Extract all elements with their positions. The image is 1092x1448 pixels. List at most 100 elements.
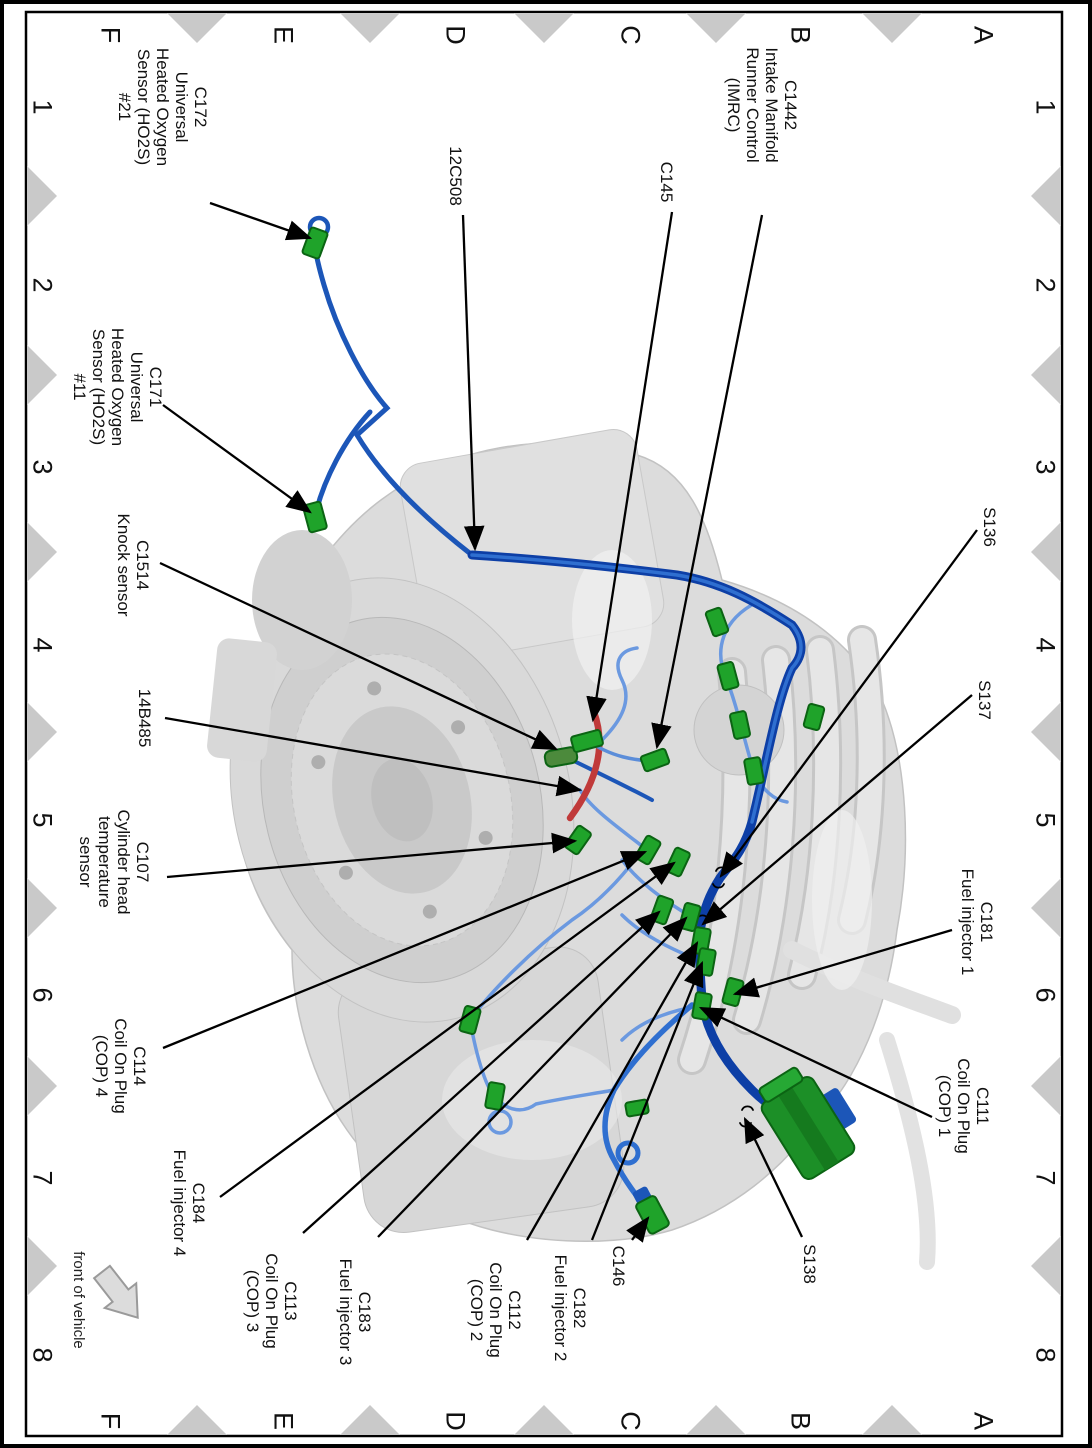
grid-number-bottom-7: 7 — [27, 1170, 58, 1186]
callout-c113-line: (COP) 3 — [243, 1269, 262, 1333]
callout-c1442-line: (IMRC) — [724, 77, 743, 133]
callout-c107-line: Cylinder head — [114, 809, 133, 915]
grid-number-top-4: 4 — [1030, 637, 1061, 653]
grid-number-top-3: 3 — [1030, 459, 1061, 475]
callout-c107: C107 Cylinder head temperature sensor — [76, 810, 152, 915]
grid-number-bottom-3: 3 — [27, 459, 58, 475]
grid-letter-right-a: A — [968, 1411, 999, 1431]
grid-letter-left-f: F — [95, 26, 126, 44]
connector-C171 — [302, 500, 328, 534]
connector-imrc-2 — [716, 661, 740, 691]
callout-c172-line: Heated Oxygen — [153, 47, 172, 167]
connector-imrc-4 — [743, 756, 765, 786]
callout-c107-line: sensor — [76, 836, 95, 888]
callout-c113-line: C113 — [281, 1281, 300, 1321]
callout-c111-line: C111 — [973, 1086, 992, 1126]
callout-c1514-line: C1514 — [133, 539, 152, 591]
callout-c112-line: (COP) 2 — [467, 1278, 486, 1342]
callout-c113-line: Coil On Plug — [262, 1253, 281, 1349]
grid-number-bottom-4: 4 — [27, 637, 58, 653]
callout-c114-line: (COP) 4 — [92, 1034, 111, 1098]
callout-s136: S136 — [980, 507, 999, 547]
harness-main-trunk — [467, 550, 807, 1129]
callout-c113: C113 Coil On Plug (COP) 3 — [243, 1253, 300, 1348]
callout-s138-line: S138 — [800, 1244, 819, 1284]
connector-top — [802, 703, 826, 731]
callout-c171-line: Heated Oxygen — [108, 327, 127, 447]
callout-c184-line: C184 — [189, 1182, 208, 1224]
callout-c183-line: C183 — [355, 1291, 374, 1333]
grid-number-top-7: 7 — [1030, 1170, 1061, 1186]
connector-C146 — [632, 1186, 670, 1235]
callout-c172: C172 Universal Heated Oxygen Sensor (HO2… — [115, 48, 210, 166]
callout-c183-line: Fuel injector 3 — [336, 1258, 355, 1366]
grid-letter-left-e: E — [268, 25, 299, 45]
connector-C1442 — [639, 747, 671, 773]
grid-letter-right-b: B — [785, 1411, 816, 1431]
connector-lower-2 — [484, 1081, 506, 1111]
callout-c114-line: Coil On Plug — [111, 1018, 130, 1114]
callout-c112-line: C112 — [505, 1290, 524, 1330]
grid-number-top-2: 2 — [1030, 277, 1061, 293]
callout-c111-line: Coil On Plug — [954, 1058, 973, 1154]
red-taped-section — [566, 708, 603, 822]
grid-number-bottom-5: 5 — [27, 812, 58, 828]
front-of-vehicle-label: front of vehicle — [70, 1251, 87, 1349]
callout-c171-line: Sensor (HO2S) — [89, 328, 108, 446]
callout-c181-line: C181 — [977, 901, 996, 943]
grid-tick-markers — [27, 13, 1061, 1435]
callout-c182-line: C182 — [570, 1287, 589, 1329]
grid-number-top-8: 8 — [1030, 1347, 1061, 1363]
callout-s138: S138 — [800, 1244, 819, 1284]
callout-c182: C182 Fuel injector 2 — [551, 1255, 589, 1362]
callout-c172-line: #21 — [115, 92, 134, 122]
connector-imrc-1 — [704, 606, 730, 638]
callout-c107-line: temperature — [95, 816, 114, 908]
callout-c111-line: (COP) 1 — [935, 1074, 954, 1138]
grid-number-top-6: 6 — [1030, 987, 1061, 1003]
callout-12c508: 12C508 — [446, 146, 465, 206]
callout-c171: C171 Universal Heated Oxygen Sensor (HO2… — [70, 328, 165, 446]
inner-border — [24, 10, 1064, 1438]
grid-letter-right-e: E — [268, 1411, 299, 1431]
grid-letter-left-d: D — [440, 25, 471, 45]
callout-c112: C112 Coil On Plug (COP) 2 — [467, 1262, 524, 1357]
callout-s136-line: S136 — [980, 507, 999, 547]
callout-c146: C146 — [609, 1246, 628, 1287]
callout-s137-line: S137 — [975, 680, 994, 720]
callout-c171-line: #11 — [70, 373, 89, 401]
callout-c172-line: Universal — [172, 71, 191, 143]
callout-c114-line: C114 — [130, 1046, 149, 1086]
callout-c181: C181 Fuel injector 1 — [958, 869, 996, 976]
callout-c171-line: C171 — [146, 366, 165, 408]
harness-lower-branch — [602, 1002, 695, 1213]
grid-number-bottom-6: 6 — [27, 987, 58, 1003]
callout-c183: C183 Fuel injector 3 — [336, 1259, 374, 1366]
callout-c1442-line: C1442 — [781, 79, 800, 131]
connector-C111 — [691, 991, 713, 1021]
callout-c1514-line: Knock sensor — [114, 513, 133, 617]
connector-C172 — [301, 226, 329, 260]
connector-C1514 — [543, 746, 579, 768]
callout-c172-line: Sensor (HO2S) — [134, 48, 153, 166]
connector-main-bulkhead — [758, 1066, 857, 1181]
callout-leader-lines — [159, 201, 978, 1243]
grid-letter-right-f: F — [95, 1412, 126, 1430]
callout-c112-line: Coil On Plug — [486, 1262, 505, 1358]
callout-c146-line: C146 — [609, 1245, 628, 1287]
front-of-vehicle-arrow — [92, 1264, 139, 1320]
grid-number-top-1: 1 — [1030, 99, 1061, 115]
connector-imrc-3 — [729, 710, 751, 740]
callout-12c508-line: 12C508 — [446, 146, 465, 206]
callout-c145: C145 — [657, 162, 676, 203]
callout-c171-line: Universal — [127, 351, 146, 423]
callout-c145-line: C145 — [657, 161, 676, 203]
grid-number-bottom-1: 1 — [27, 99, 58, 115]
grid-number-top-5: 5 — [1030, 812, 1061, 828]
callout-c1442-line: Runner Control — [743, 47, 762, 163]
grid-letter-right-d: D — [440, 1411, 471, 1431]
callout-14b485: 14B485 — [135, 689, 154, 748]
